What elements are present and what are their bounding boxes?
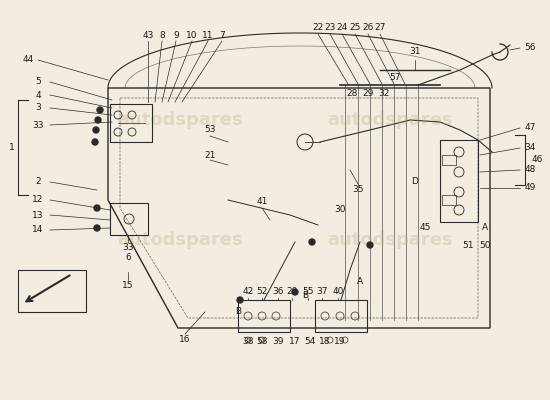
Text: 27: 27 [375, 24, 386, 32]
Bar [442, 155, 456, 165]
Text: 17: 17 [289, 338, 301, 346]
Circle shape [95, 117, 101, 123]
Text: 19: 19 [334, 338, 346, 346]
Text: 47: 47 [524, 124, 536, 132]
Text: 16: 16 [179, 336, 191, 344]
Text: 3: 3 [35, 104, 41, 112]
Text: B: B [235, 308, 241, 316]
Text: 39: 39 [272, 338, 284, 346]
Text: A: A [482, 224, 488, 232]
Text: 15: 15 [122, 280, 134, 290]
Text: 2: 2 [35, 178, 41, 186]
Text: 4: 4 [35, 90, 41, 100]
Text: 45: 45 [419, 224, 431, 232]
Text: 49: 49 [524, 184, 536, 192]
Text: 40: 40 [332, 288, 344, 296]
Bar [442, 195, 456, 205]
Text: 34: 34 [524, 144, 536, 152]
Text: 42: 42 [243, 288, 254, 296]
Circle shape [92, 139, 98, 145]
Text: autodspares: autodspares [117, 231, 243, 249]
Text: 41: 41 [256, 198, 268, 206]
Text: 55: 55 [302, 288, 313, 296]
Text: 25: 25 [349, 24, 361, 32]
Text: 11: 11 [202, 30, 214, 40]
Text: 33: 33 [122, 244, 134, 252]
Text: B: B [302, 290, 308, 300]
Circle shape [94, 225, 100, 231]
Bar [440, 140, 478, 222]
Text: 29: 29 [362, 90, 373, 98]
Circle shape [94, 205, 100, 211]
Text: 38: 38 [242, 338, 254, 346]
Text: 50: 50 [479, 240, 491, 250]
Text: 5: 5 [35, 78, 41, 86]
Text: A: A [357, 278, 363, 286]
Text: 57: 57 [389, 74, 401, 82]
Text: autodspares: autodspares [327, 231, 453, 249]
Text: 22: 22 [312, 24, 323, 32]
Text: 28: 28 [346, 90, 358, 98]
Text: 37: 37 [316, 288, 328, 296]
Text: 6: 6 [125, 254, 131, 262]
Text: 30: 30 [334, 206, 346, 214]
Text: D: D [411, 178, 419, 186]
Text: 12: 12 [32, 196, 43, 204]
Text: 20: 20 [287, 288, 298, 296]
Text: 51: 51 [462, 240, 474, 250]
Circle shape [292, 289, 298, 295]
Circle shape [309, 239, 315, 245]
Text: 35: 35 [352, 186, 364, 194]
Text: 46: 46 [531, 156, 543, 164]
Bar [110, 203, 148, 235]
Text: 44: 44 [23, 56, 34, 64]
Text: 8: 8 [159, 30, 165, 40]
Text: 31: 31 [409, 48, 421, 56]
Text: 13: 13 [32, 210, 44, 220]
Bar [110, 104, 152, 142]
Text: 52: 52 [256, 288, 268, 296]
Text: 56: 56 [524, 44, 536, 52]
Circle shape [367, 242, 373, 248]
Text: 23: 23 [324, 24, 336, 32]
Text: 54: 54 [304, 338, 316, 346]
Text: 10: 10 [186, 30, 198, 40]
Text: 21: 21 [204, 150, 216, 160]
Bar [18, 270, 86, 312]
Text: 32: 32 [378, 90, 390, 98]
Text: 9: 9 [173, 30, 179, 40]
Bar [238, 300, 290, 332]
Circle shape [93, 127, 99, 133]
Text: 58: 58 [256, 338, 268, 346]
Text: 33: 33 [32, 120, 44, 130]
Text: autodspares: autodspares [327, 111, 453, 129]
Text: 48: 48 [524, 166, 536, 174]
Text: autodspares: autodspares [117, 111, 243, 129]
Text: 36: 36 [272, 288, 284, 296]
Text: 43: 43 [142, 30, 153, 40]
Text: 24: 24 [337, 24, 348, 32]
Text: 1: 1 [9, 144, 15, 152]
Text: 53: 53 [204, 126, 216, 134]
Text: 18: 18 [319, 338, 331, 346]
Circle shape [237, 297, 243, 303]
Text: 26: 26 [362, 24, 373, 32]
Text: 7: 7 [219, 30, 225, 40]
Text: 14: 14 [32, 226, 43, 234]
Bar [315, 300, 367, 332]
Circle shape [97, 107, 103, 113]
